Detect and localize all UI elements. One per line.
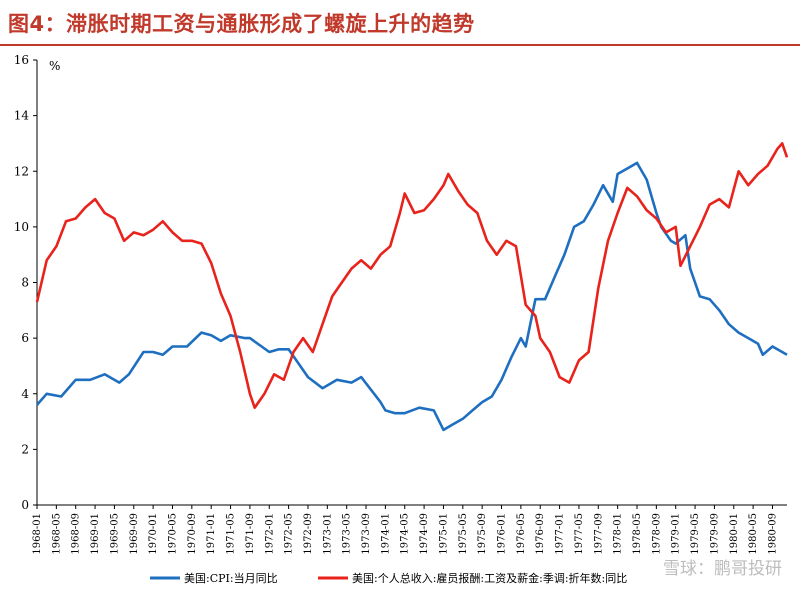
y-tick-label: 14 — [14, 109, 30, 123]
x-tick-label: 1968-01 — [32, 513, 43, 555]
x-tick-label: 1978-01 — [613, 513, 624, 555]
x-tick-label: 1979-05 — [690, 513, 701, 555]
x-tick-label: 1974-05 — [400, 513, 411, 555]
x-tick-label: 1978-09 — [651, 513, 662, 555]
x-tick-label: 1969-05 — [109, 513, 120, 555]
series-line-2 — [35, 142, 789, 409]
x-tick-label: 1970-05 — [167, 513, 178, 555]
x-tick-label: 1977-05 — [574, 513, 585, 555]
x-tick-label: 1972-01 — [264, 513, 275, 555]
x-tick-label: 1973-09 — [361, 513, 372, 555]
x-tick-label: 1971-01 — [206, 513, 217, 555]
x-tick-label: 1968-09 — [71, 513, 82, 555]
x-tick-label: 1973-05 — [342, 513, 353, 555]
x-axis: 1968-01 1968-05 1968-09 1969-01 1969-05 1969-… — [32, 504, 787, 555]
x-tick-label: 1974-01 — [380, 513, 391, 555]
x-tick-label: 1977-09 — [593, 513, 604, 555]
x-tick-label: 1971-09 — [245, 513, 256, 555]
x-tick-label: 1980-05 — [748, 513, 759, 555]
y-tick-label: 12 — [14, 164, 29, 178]
y-tick-label: 8 — [21, 276, 29, 290]
x-tick-label: 1979-01 — [671, 513, 682, 555]
y-tick-label: 2 — [21, 442, 29, 456]
watermark: 雪球：鹏哥投研 — [663, 559, 782, 579]
x-tick-label: 1978-05 — [632, 513, 643, 555]
x-tick-label: 1975-09 — [477, 513, 488, 555]
x-tick-label: 1975-05 — [458, 513, 469, 555]
y-tick-label: 10 — [14, 220, 29, 234]
y-tick-label: 6 — [21, 331, 29, 345]
y-tick-label: 0 — [21, 498, 29, 512]
x-tick-label: 1973-01 — [322, 513, 333, 555]
x-tick-label: 1976-05 — [516, 513, 527, 555]
x-tick-label: 1975-01 — [438, 513, 449, 555]
x-tick-label: 1980-01 — [729, 513, 740, 555]
series-lines — [35, 142, 789, 432]
y-tick-label: 4 — [21, 387, 29, 401]
chart-title: 图4：滞胀时期工资与通胀形成了螺旋上升的趋势 — [8, 12, 475, 36]
x-tick-label: 1970-09 — [187, 513, 198, 555]
x-tick-label: 1979-09 — [709, 513, 720, 555]
x-tick-label: 1969-09 — [129, 513, 140, 555]
x-tick-label: 1976-01 — [497, 513, 508, 555]
series-line-1 — [36, 161, 788, 432]
y-tick-label: 16 — [14, 53, 29, 67]
x-tick-label: 1972-05 — [284, 513, 295, 555]
x-tick-label: 1976-09 — [535, 513, 546, 555]
title-rule — [0, 44, 800, 46]
x-tick-label: 1968-05 — [51, 513, 62, 555]
legend-label-2: 美国:个人总收入:雇员报酬:工资及薪金:季调:折年数:同比 — [352, 571, 627, 585]
legend-label-1: 美国:CPI:当月同比 — [184, 571, 278, 585]
x-tick-label: 1972-09 — [303, 513, 314, 555]
y-axis-unit-label: % — [49, 59, 60, 73]
x-tick-label: 1974-09 — [419, 513, 430, 555]
x-tick-label: 1970-01 — [148, 513, 159, 555]
x-tick-label: 1980-09 — [767, 513, 778, 555]
y-axis: 0 2 4 6 8 10 12 14 16 — [14, 53, 38, 512]
legend: 美国:CPI:当月同比 美国:个人总收入:雇员报酬:工资及薪金:季调:折年数:同比 — [150, 571, 627, 585]
x-tick-label: 1971-05 — [226, 513, 237, 555]
x-tick-label: 1969-01 — [90, 513, 101, 555]
x-tick-label: 1977-01 — [555, 513, 566, 555]
